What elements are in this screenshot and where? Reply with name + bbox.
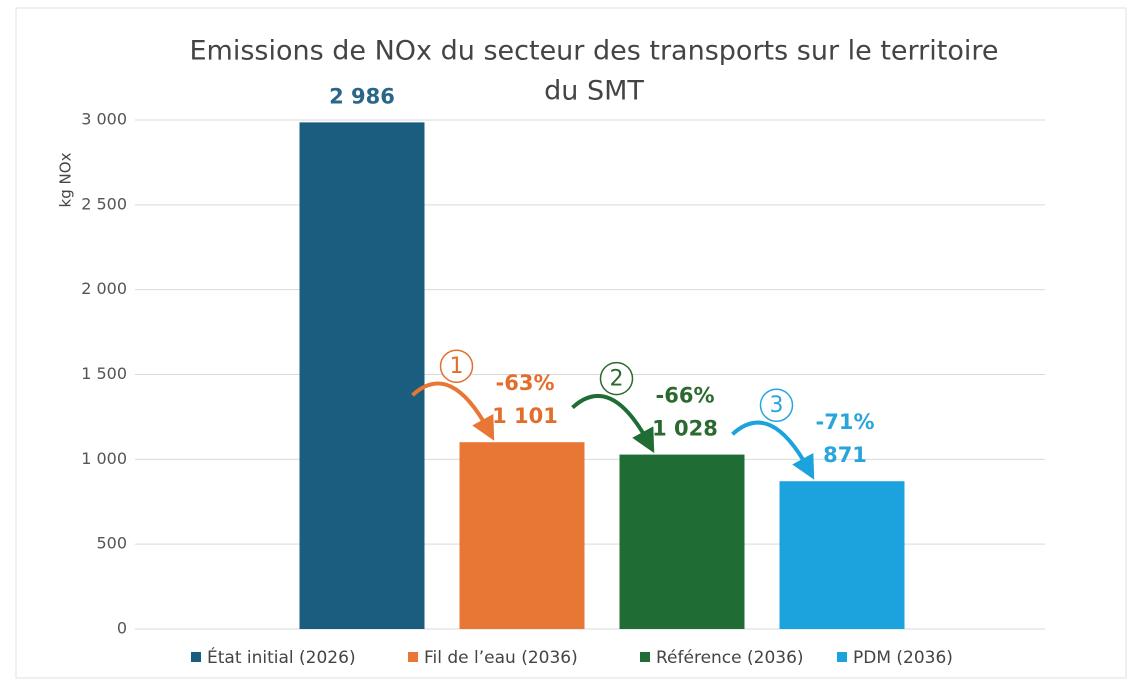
y-tick-label: 0	[117, 619, 127, 638]
chart-title: Emissions de NOx du secteur des transpor…	[190, 36, 999, 67]
step-number: 2	[610, 367, 624, 392]
step-circle	[599, 361, 634, 396]
y-axis-label: kg NOx	[57, 152, 75, 207]
legend-label: Fil de l’eau (2036)	[424, 648, 578, 668]
bar	[459, 442, 585, 629]
legend-swatch	[640, 652, 650, 662]
legend-swatch	[191, 652, 201, 662]
y-tick-label: 1 000	[81, 449, 127, 468]
change-label: -66%	[656, 384, 715, 408]
step-arrow	[571, 394, 655, 454]
step-arrow	[731, 420, 815, 480]
bar	[299, 122, 425, 629]
legend-label: État initial (2026)	[207, 646, 356, 668]
chart-title: du SMT	[544, 76, 644, 107]
step-circle	[759, 388, 794, 422]
y-tick-label: 3 000	[81, 110, 127, 129]
bar	[779, 481, 905, 629]
value-label: 1 101	[492, 404, 558, 428]
value-label: 1 028	[652, 417, 718, 441]
change-label: -63%	[496, 371, 555, 395]
legend-label: PDM (2036)	[853, 648, 953, 668]
step-circle	[439, 349, 474, 383]
legend-swatch	[408, 652, 418, 662]
value-label: 2 986	[329, 84, 395, 108]
change-label: -71%	[816, 410, 875, 434]
value-label: 871	[823, 443, 867, 467]
y-tick-label: 2 500	[81, 194, 127, 213]
legend-label: Référence (2036)	[656, 648, 804, 668]
step-arrow	[411, 381, 495, 441]
bar	[619, 454, 745, 629]
legend-swatch	[837, 652, 847, 662]
y-tick-label: 500	[96, 534, 127, 553]
step-number: 3	[770, 393, 784, 418]
step-number: 1	[450, 354, 464, 379]
y-tick-label: 2 000	[81, 279, 127, 298]
y-tick-label: 1 500	[81, 364, 127, 383]
